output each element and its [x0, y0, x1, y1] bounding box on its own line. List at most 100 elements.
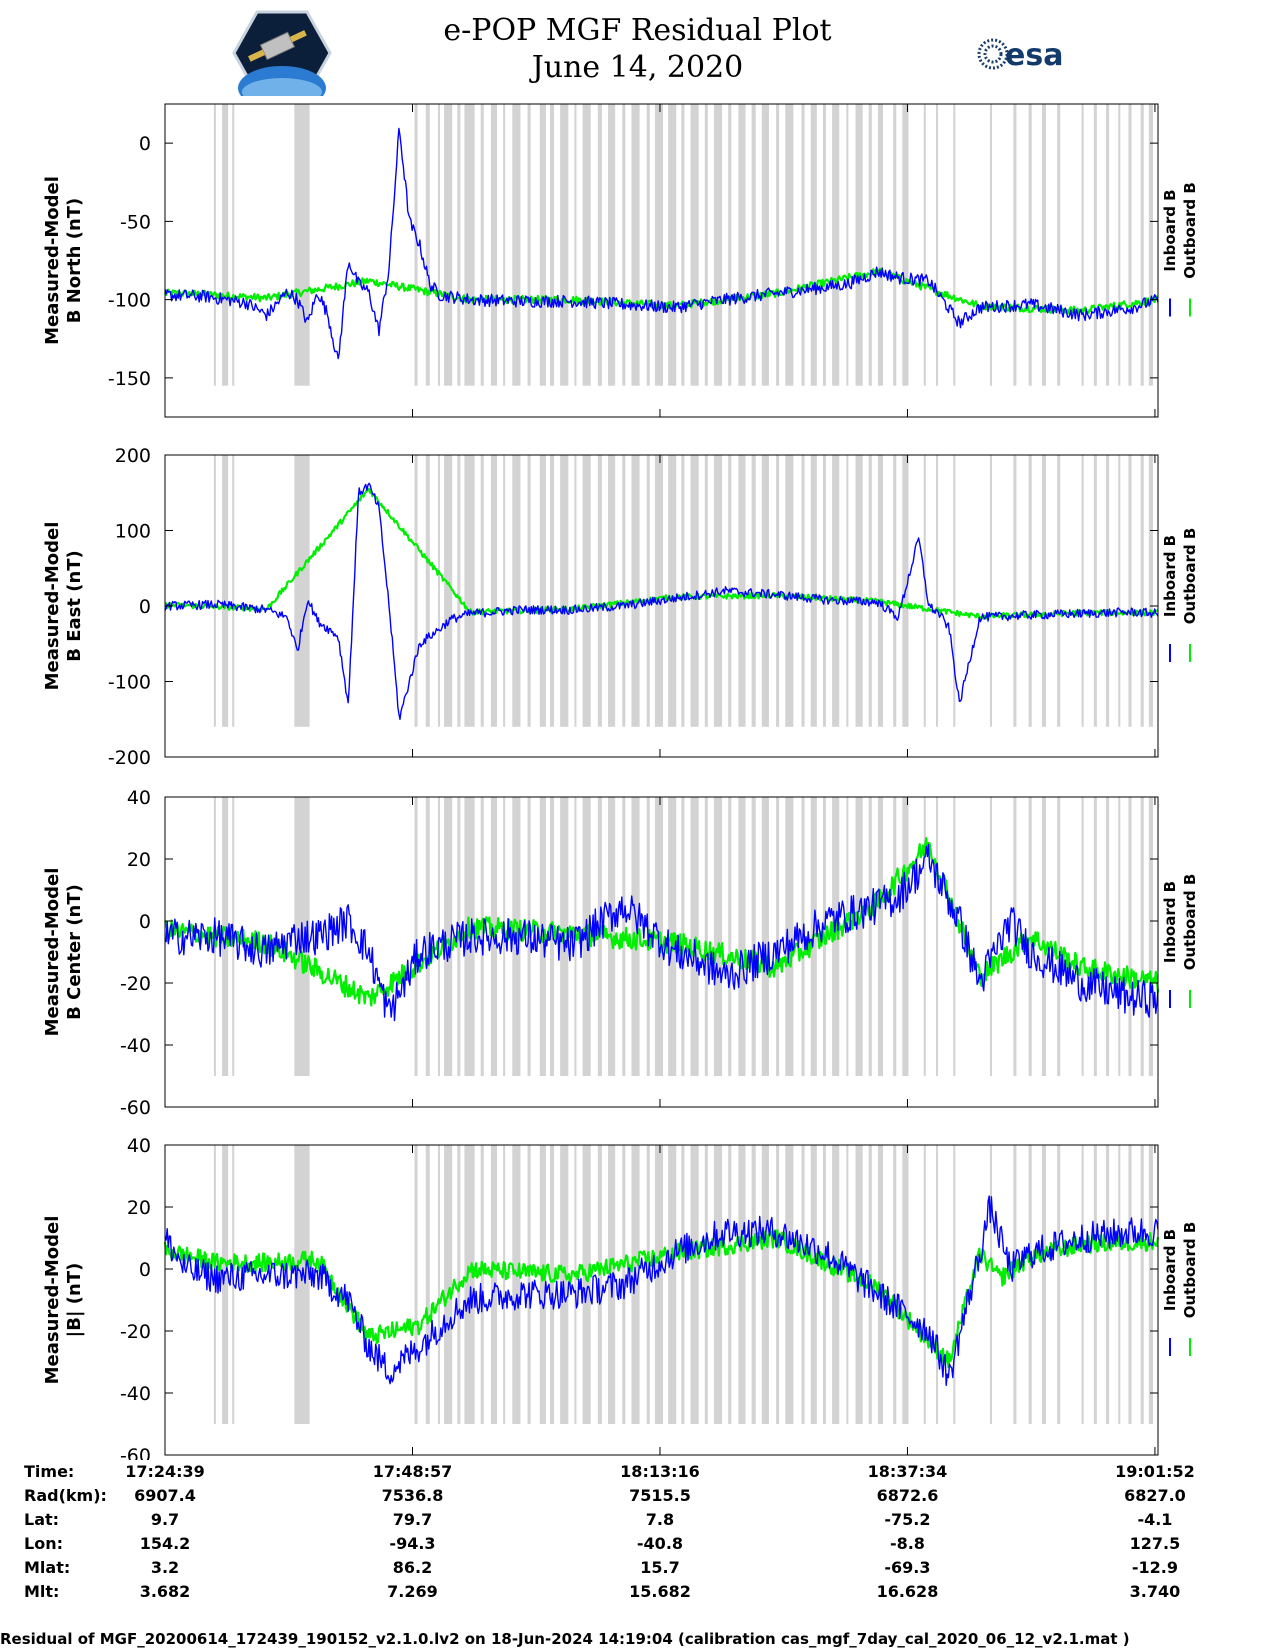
- legend: Inboard B Outboard B: [1161, 182, 1199, 317]
- info-cell: -4.1: [1137, 1510, 1173, 1529]
- data-gap-band: [490, 104, 498, 386]
- y-tick-label: -50: [120, 211, 151, 233]
- y-tick-label: 40: [127, 1135, 151, 1157]
- data-gap-band: [1013, 104, 1017, 386]
- data-gap-band: [490, 455, 498, 727]
- y-tick-label: -100: [108, 290, 151, 312]
- data-gap-band: [785, 104, 794, 386]
- data-gap-band: [868, 104, 872, 386]
- series-line-inboard: [164, 1195, 1159, 1386]
- data-gap-band: [713, 797, 723, 1076]
- plot-frame: [164, 103, 1159, 418]
- data-gap-band: [801, 104, 805, 386]
- plot-frame: [164, 796, 1159, 1108]
- data-gap-band: [855, 455, 863, 727]
- data-gap-band: [457, 104, 461, 386]
- data-gap-band: [785, 797, 794, 1076]
- data-gap-band: [868, 455, 872, 727]
- info-row-label: Time:: [24, 1462, 75, 1481]
- legend: Inboard B Outboard B: [1161, 528, 1199, 662]
- info-cell: 16.628: [876, 1582, 939, 1601]
- data-gap-band: [608, 104, 616, 386]
- data-gap-band: [935, 797, 939, 1076]
- info-cell: -75.2: [884, 1510, 931, 1529]
- data-gap-band: [893, 104, 897, 386]
- data-gap-band: [902, 1145, 909, 1424]
- data-gap-band: [776, 1145, 780, 1424]
- data-gap-band: [1057, 797, 1061, 1076]
- data-gap-band: [560, 104, 569, 386]
- info-row: Time: 17:24:39 17:48:57 18:13:16 18:37:34 19:…: [0, 1462, 1275, 1486]
- data-gap-band: [414, 455, 418, 727]
- info-row: Rad(km): 6907.4 7536.8 7515.5 6872.6 6827.0: [0, 1486, 1275, 1510]
- data-gap-band: [801, 455, 805, 727]
- info-cell: -40.8: [636, 1534, 684, 1553]
- data-gap-band: [654, 1145, 664, 1424]
- data-gap-band: [512, 455, 521, 727]
- data-gap-band: [953, 797, 956, 1076]
- data-gap-band: [868, 797, 872, 1076]
- data-gap-band: [1106, 104, 1110, 386]
- data-gap-band: [1093, 104, 1097, 386]
- data-gap-band: [437, 797, 440, 1076]
- y-tick-label: -60: [120, 1445, 151, 1460]
- data-gap-band: [761, 797, 769, 1076]
- data-gap-band: [222, 1145, 229, 1424]
- data-gap-band: [832, 1145, 840, 1424]
- data-gap-band: [877, 455, 884, 727]
- y-tick-label: -200: [108, 747, 151, 769]
- data-gap-band: [681, 1145, 685, 1424]
- data-gap-band: [681, 104, 685, 386]
- data-gap-band: [539, 104, 546, 386]
- data-gap-band: [801, 1145, 805, 1424]
- data-gap-band: [1140, 797, 1144, 1076]
- data-gap-band: [631, 1145, 640, 1424]
- data-gap-band: [414, 1145, 418, 1424]
- data-gap-band: [877, 797, 884, 1076]
- data-gap-band: [425, 104, 430, 386]
- esa-logo-text: esa: [1005, 38, 1063, 73]
- data-gap-band: [480, 797, 484, 1076]
- data-gap-band: [232, 455, 235, 727]
- data-gap-band: [810, 1145, 817, 1424]
- data-gap-band: [776, 797, 780, 1076]
- data-gap-band: [597, 455, 602, 727]
- data-gap-band: [761, 104, 769, 386]
- data-gap-band: [457, 455, 461, 727]
- data-gap-band: [893, 797, 897, 1076]
- data-gap-band: [761, 455, 769, 727]
- data-gap-band: [444, 797, 453, 1076]
- data-gap-band: [631, 797, 640, 1076]
- data-gap-band: [681, 455, 685, 727]
- data-gap-band: [1128, 455, 1132, 727]
- data-gap-band: [953, 455, 956, 727]
- info-cell: 7536.8: [381, 1486, 444, 1505]
- data-gap-band: [480, 455, 484, 727]
- data-gap-band: [728, 104, 732, 386]
- info-cell: 17:48:57: [372, 1462, 453, 1481]
- y-axis-label: Measured-ModelB East (nT): [42, 522, 85, 691]
- info-cell: 3.740: [1129, 1582, 1181, 1601]
- data-gap-band: [935, 104, 939, 386]
- data-gap-band: [574, 1145, 577, 1424]
- data-gap-band: [1093, 1145, 1097, 1424]
- info-row: Mlt: 3.682 7.269 15.682 16.628 3.740: [0, 1582, 1275, 1606]
- footer-caption: Residual of MGF_20200614_172439_190152_v…: [0, 1630, 1130, 1648]
- data-gap-band: [935, 1145, 939, 1424]
- data-gap-band: [222, 104, 229, 386]
- data-gap-band: [527, 104, 531, 386]
- y-tick-label: 0: [139, 596, 151, 618]
- data-gap-band: [1140, 104, 1144, 386]
- data-gap-band: [810, 104, 817, 386]
- data-gap-band: [503, 455, 506, 727]
- data-gap-band: [738, 104, 746, 386]
- series-line-inboard: [164, 843, 1159, 1022]
- y-tick-label: 0: [139, 1259, 151, 1281]
- data-gap-band: [512, 104, 521, 386]
- info-cell: 9.7: [150, 1510, 180, 1529]
- y-axis-label-line: B East (nT): [64, 550, 85, 662]
- data-gap-band: [414, 104, 418, 386]
- data-gap-band: [923, 455, 926, 727]
- data-gap-band: [1057, 455, 1061, 727]
- data-gap-band: [480, 104, 484, 386]
